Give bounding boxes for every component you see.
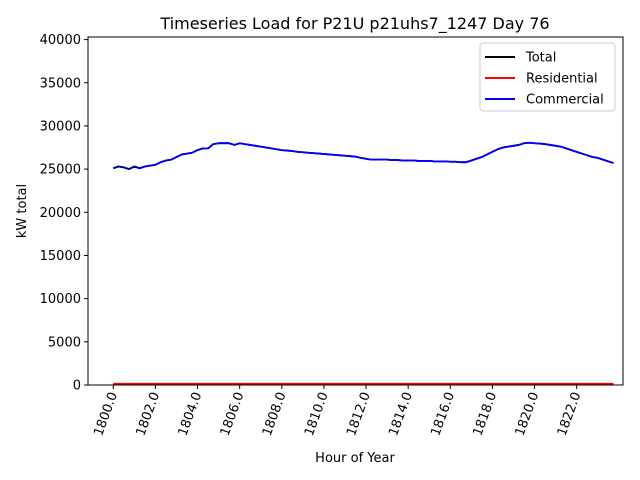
y-tick-label: 30000 [40, 119, 81, 134]
series-layer [112, 141, 614, 385]
y-tick-label: 10000 [40, 292, 81, 307]
y-axis: 0 5000 10000 15000 20000 25000 30000 35000 40000 [40, 33, 88, 394]
y-tick-label: 20000 [40, 206, 81, 221]
legend-label-residential: Residential [526, 72, 598, 87]
series-line-total-start [113, 165, 140, 170]
y-tick-label: 40000 [40, 33, 81, 48]
y-tick-label: 35000 [40, 76, 81, 91]
series-line-commercial [112, 141, 614, 171]
y-tick-label: 5000 [48, 335, 81, 350]
legend-label-commercial: Commercial [526, 93, 604, 108]
chart-title: Timeseries Load for P21U p21uhs7_1247 Da… [159, 14, 549, 34]
y-tick-label: 15000 [40, 249, 81, 264]
legend-box [479, 42, 616, 112]
y-tick-label: 25000 [40, 163, 81, 178]
x-axis-label: Hour of Year [315, 451, 395, 466]
y-axis-label: kW total [15, 184, 30, 238]
y-tick-label: 0 [73, 379, 81, 394]
plot-frame [87, 36, 624, 386]
legend-label-total: Total [525, 51, 556, 66]
legend: Total Residential Commercial [479, 42, 616, 112]
